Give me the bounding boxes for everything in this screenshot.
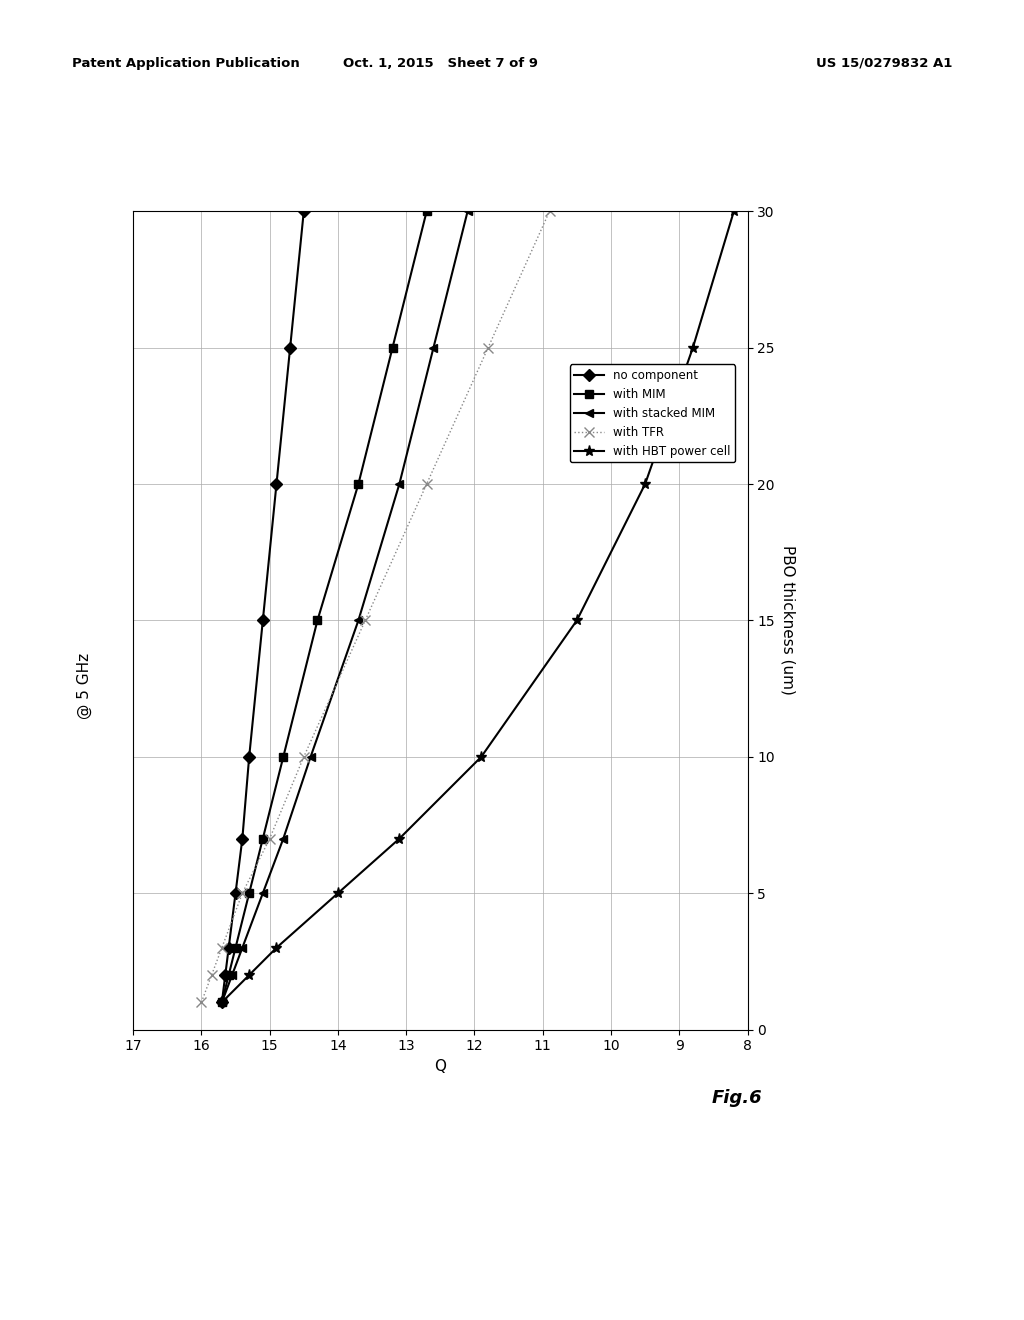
with stacked MIM (352, 612, 365, 628)
with TFR (421, 477, 433, 492)
with TFR (298, 748, 310, 764)
with HBT power cell (270, 940, 283, 956)
with TFR (263, 830, 275, 846)
Line: with TFR: with TFR (197, 206, 554, 1007)
no component (243, 748, 255, 764)
with stacked MIM (226, 968, 239, 983)
with MIM (421, 203, 433, 219)
with MIM (257, 830, 269, 846)
no component (270, 477, 283, 492)
no component (219, 968, 231, 983)
no component (257, 612, 269, 628)
no component (298, 203, 310, 219)
with TFR (237, 886, 249, 902)
no component (216, 994, 228, 1010)
with MIM (229, 940, 242, 956)
with stacked MIM (216, 994, 228, 1010)
with stacked MIM (462, 203, 474, 219)
no component (284, 339, 296, 355)
with HBT power cell (570, 612, 583, 628)
Legend: no component, with MIM, with stacked MIM, with TFR, with HBT power cell: no component, with MIM, with stacked MIM… (569, 364, 735, 462)
with stacked MIM (278, 830, 290, 846)
with MIM (278, 748, 290, 764)
with MIM (352, 477, 365, 492)
no component (229, 886, 242, 902)
Y-axis label: PBO thickness (um): PBO thickness (um) (780, 545, 796, 696)
with TFR (359, 612, 372, 628)
with MIM (216, 994, 228, 1010)
with HBT power cell (475, 748, 487, 764)
with HBT power cell (687, 339, 699, 355)
with stacked MIM (237, 940, 249, 956)
Line: no component: no component (218, 207, 308, 1006)
with HBT power cell (639, 477, 651, 492)
with MIM (386, 339, 398, 355)
with stacked MIM (393, 477, 406, 492)
Line: with stacked MIM: with stacked MIM (218, 207, 472, 1006)
with stacked MIM (427, 339, 439, 355)
with HBT power cell (728, 203, 740, 219)
no component (237, 830, 249, 846)
with TFR (216, 940, 228, 956)
with stacked MIM (304, 748, 316, 764)
with HBT power cell (243, 968, 255, 983)
X-axis label: Q: Q (434, 1059, 446, 1074)
with MIM (311, 612, 324, 628)
with TFR (544, 203, 556, 219)
Text: @ 5 GHz: @ 5 GHz (77, 653, 91, 719)
Line: with HBT power cell: with HBT power cell (216, 206, 739, 1008)
with HBT power cell (216, 994, 228, 1010)
Line: with MIM: with MIM (218, 207, 431, 1006)
with HBT power cell (393, 830, 406, 846)
with MIM (222, 968, 234, 983)
with MIM (243, 886, 255, 902)
Text: US 15/0279832 A1: US 15/0279832 A1 (816, 57, 952, 70)
Text: Fig.6: Fig.6 (712, 1089, 763, 1107)
no component (222, 940, 234, 956)
with TFR (206, 968, 218, 983)
with TFR (196, 994, 208, 1010)
Text: Oct. 1, 2015   Sheet 7 of 9: Oct. 1, 2015 Sheet 7 of 9 (343, 57, 538, 70)
with HBT power cell (332, 886, 344, 902)
with stacked MIM (257, 886, 269, 902)
Text: Patent Application Publication: Patent Application Publication (72, 57, 299, 70)
with TFR (482, 339, 495, 355)
